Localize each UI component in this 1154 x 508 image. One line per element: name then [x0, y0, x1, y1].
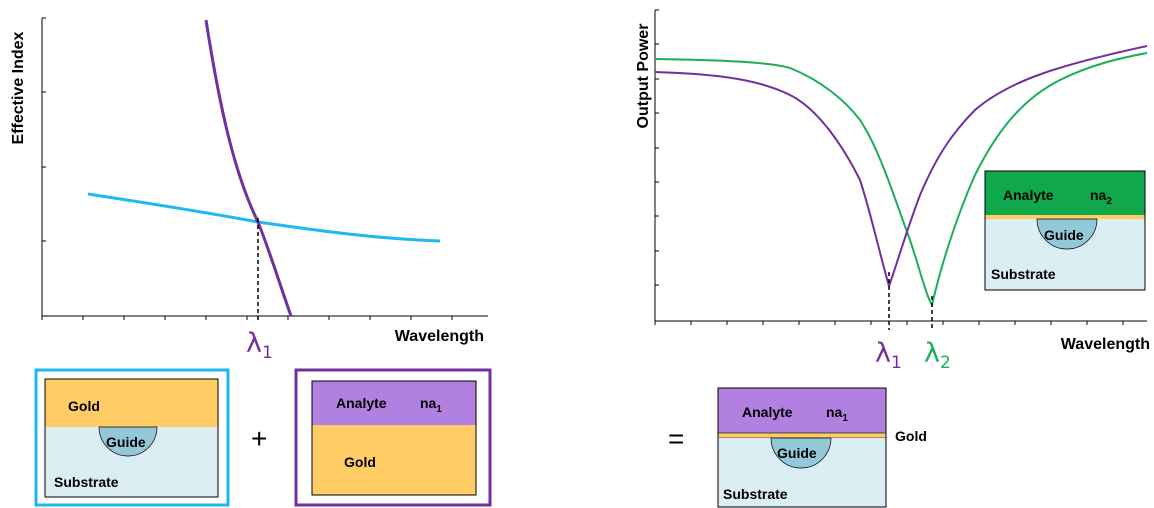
analyte-label: Analyte	[742, 404, 793, 420]
right-lambda1-label: λ1	[875, 338, 902, 373]
analyte-gold-structure-border	[311, 380, 477, 496]
green-analyte-label: Analyte	[1003, 187, 1054, 203]
guide-core	[770, 437, 832, 469]
guide-label: Guide	[106, 434, 146, 450]
equals-sign: =	[668, 423, 684, 454]
gold-label: Gold	[68, 398, 100, 414]
plus-sign: +	[251, 423, 267, 454]
gold-guide-frame	[34, 368, 230, 507]
left-plot: Effective Index Wavelength λ1	[10, 17, 488, 363]
guide-core	[1036, 218, 1098, 250]
gold-layer	[312, 425, 476, 495]
right-lambda2-label: λ2	[924, 338, 951, 373]
gold-label: Gold	[895, 428, 927, 444]
right-x-axis-label: Wavelength	[1061, 336, 1150, 353]
left-y-ticks	[42, 17, 46, 242]
left-x-ticks	[41, 316, 453, 320]
substrate-label: Substrate	[54, 474, 119, 490]
gold-layer	[45, 379, 218, 427]
result-structure: Analyte na1 Guide Substrate Gold	[717, 387, 927, 508]
analyte-label: Analyte	[336, 395, 387, 411]
analyte-gold-box: Analyte na1 Gold	[294, 368, 492, 507]
result-structure-border	[717, 387, 887, 508]
right-y-ticks	[655, 9, 659, 286]
right-x-ticks	[654, 321, 1124, 325]
na-label: na1	[826, 404, 848, 424]
green-structure-border	[984, 170, 1146, 291]
left-y-axis-label: Effective Index	[10, 31, 27, 144]
right-plot: Output Power Wavelength λ1 λ2 Analyte na…	[635, 9, 1150, 373]
analyte-layer	[718, 388, 886, 433]
left-x-axis-label: Wavelength	[395, 328, 484, 345]
analyte-layer	[312, 381, 476, 425]
power-curve-na2	[654, 52, 1148, 308]
gold-label: Gold	[344, 454, 376, 470]
power-curve-na1	[654, 45, 1148, 290]
right-y-axis-label: Output Power	[635, 24, 652, 129]
green-analyte-structure: Analyte na2 Guide Substrate	[984, 170, 1146, 291]
green-guide-label: Guide	[1044, 227, 1084, 243]
green-substrate-label: Substrate	[991, 266, 1056, 282]
gold-guide-box: Gold Guide Substrate	[34, 368, 230, 507]
guide-core	[98, 426, 158, 457]
guide-label: Guide	[777, 445, 817, 461]
green-na-label: na2	[1090, 187, 1112, 207]
gold-film-thin	[985, 215, 1145, 219]
gold-guide-structure-border	[44, 378, 219, 498]
na-label: na1	[420, 395, 442, 415]
analyte-gold-frame	[294, 368, 492, 507]
green-analyte-layer	[985, 171, 1145, 215]
index-curve-analyte	[204, 19, 293, 317]
left-lambda1-label: λ1	[246, 328, 273, 363]
gold-film-thin	[717, 432, 887, 439]
substrate-label: Substrate	[723, 486, 788, 502]
